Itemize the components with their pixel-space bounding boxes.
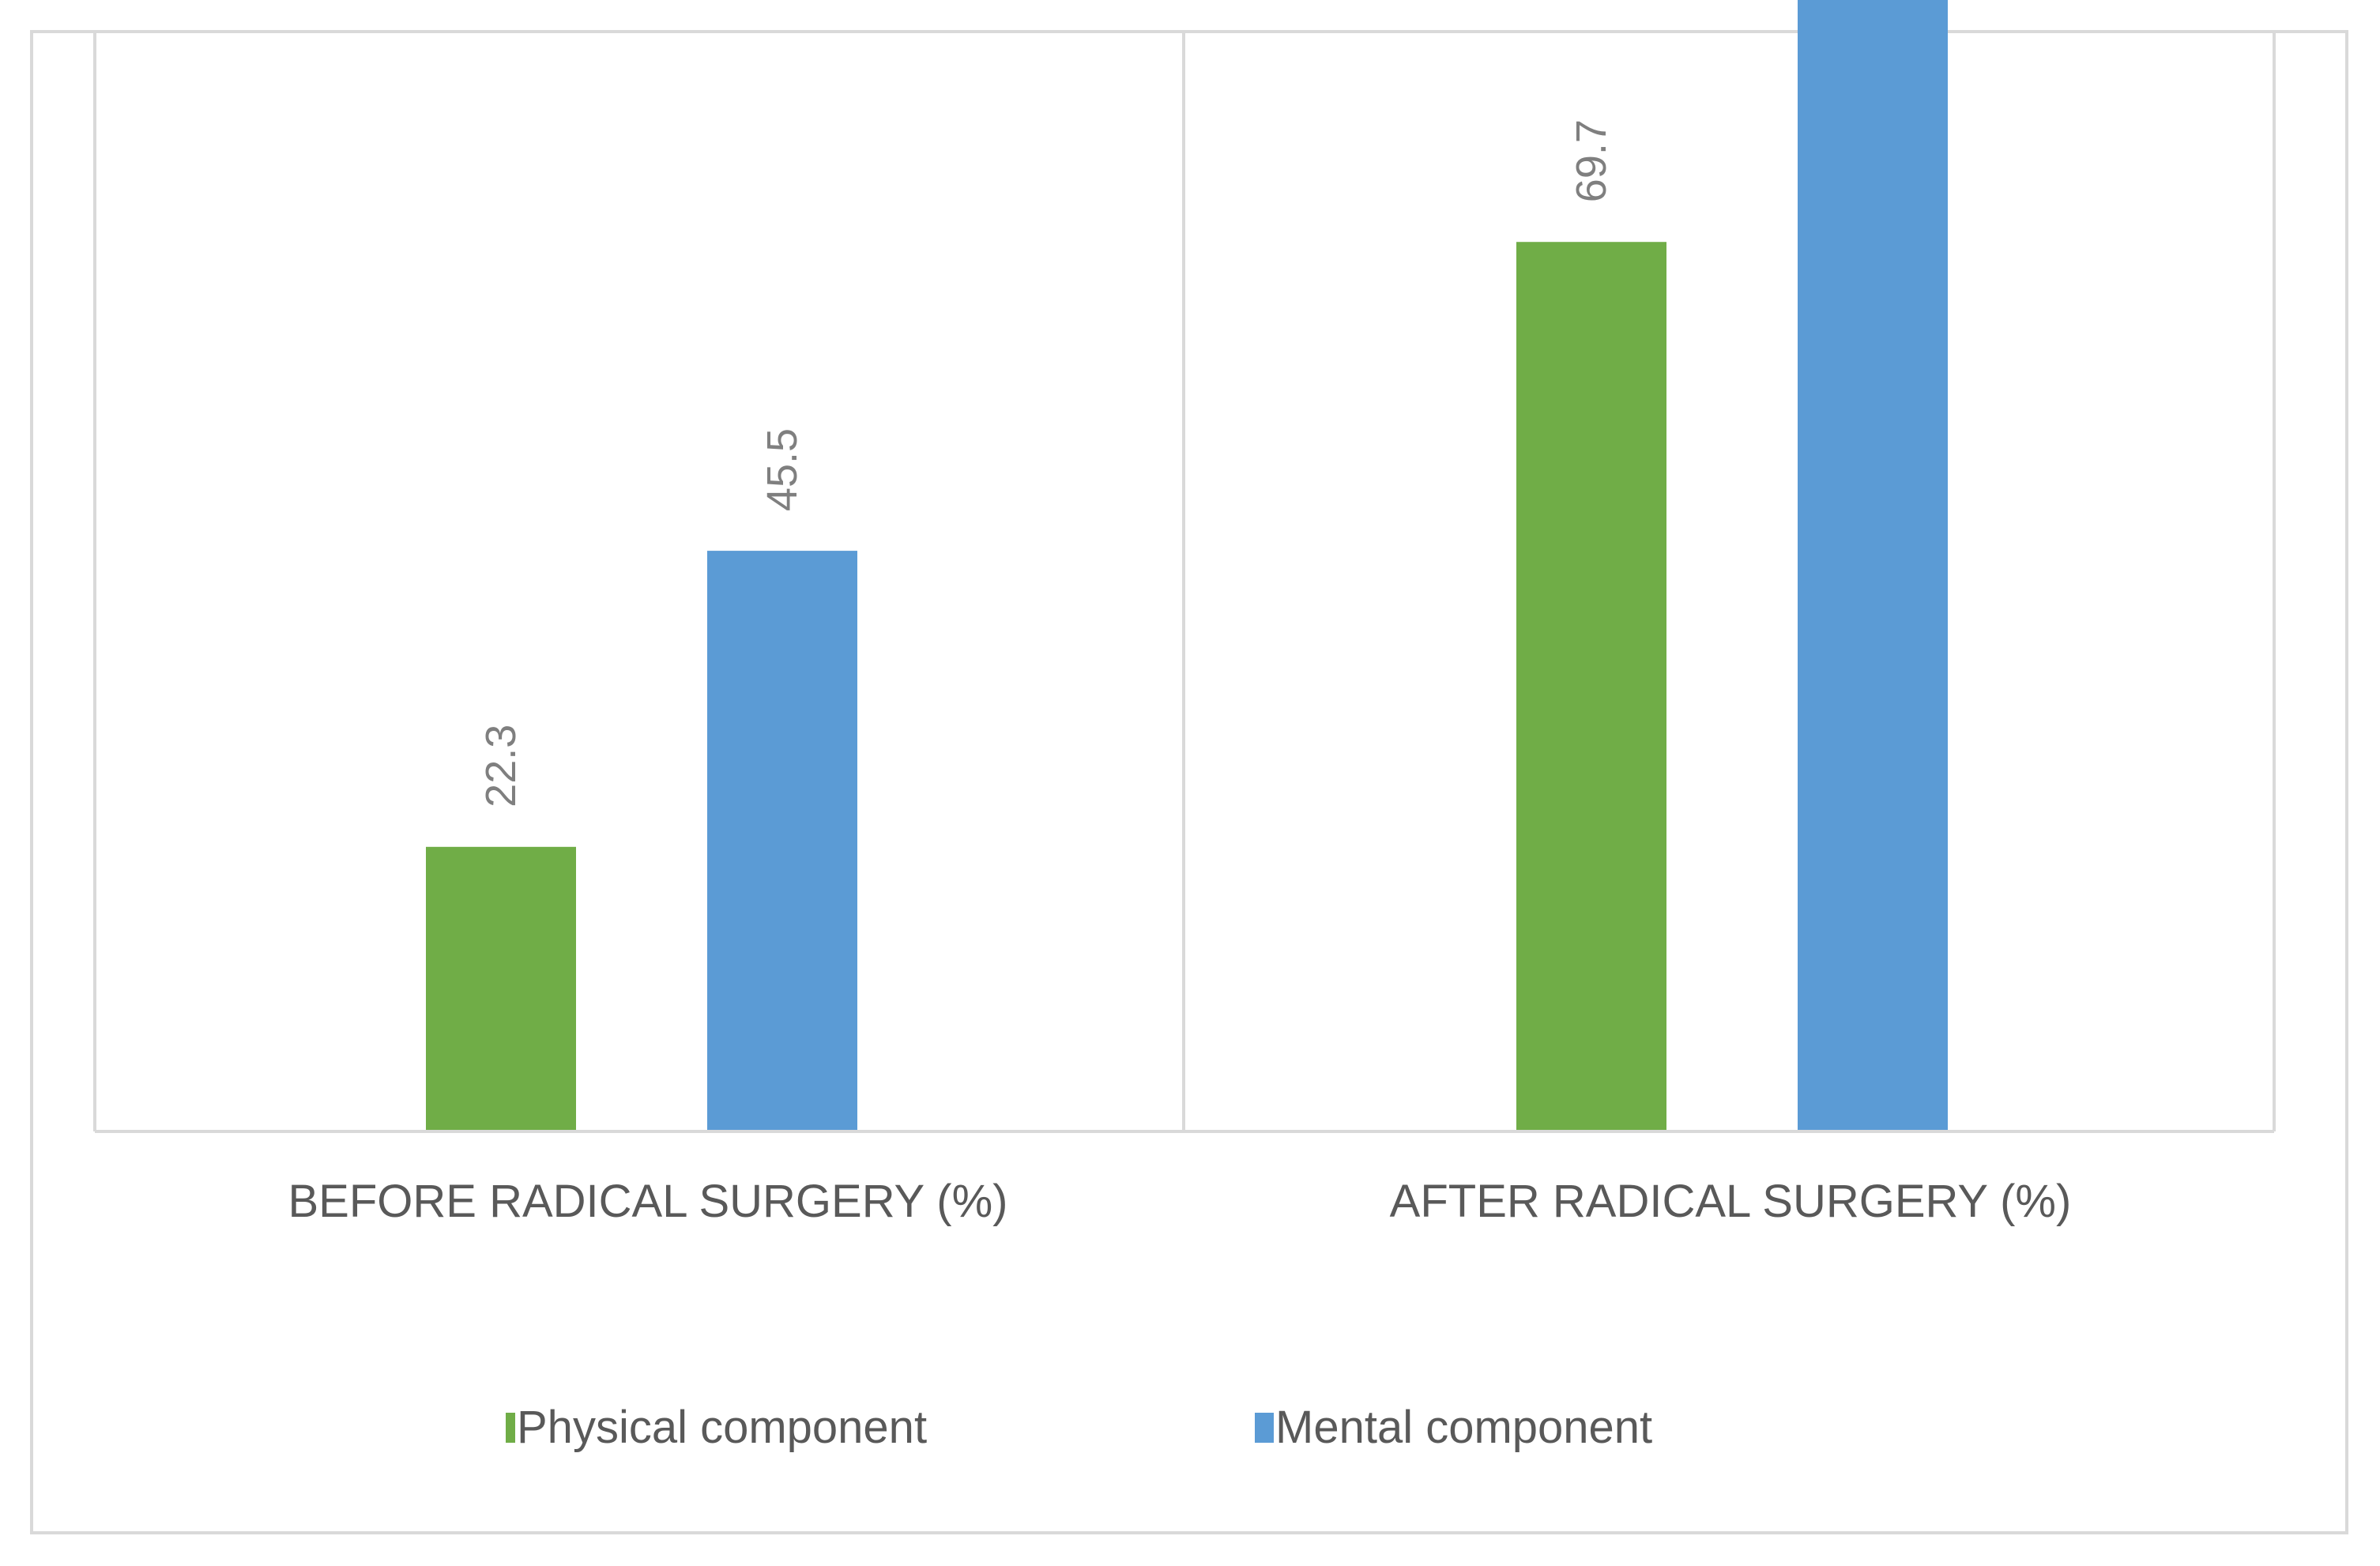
legend-swatch-mental xyxy=(1255,1413,1274,1443)
bars-group xyxy=(426,0,1948,1132)
plot-area xyxy=(93,33,2276,1131)
data-label-physical-before: 22.3 xyxy=(477,725,525,807)
bar-physical-before xyxy=(426,846,576,1131)
legend-label-mental: Mental component xyxy=(1275,1402,1652,1453)
bar-mental-before xyxy=(707,551,857,1131)
category-labels-group: BEFORE RADICAL SURGERY (%) AFTER RADICAL… xyxy=(288,1176,2071,1227)
bar-physical-after xyxy=(1516,242,1666,1132)
bar-mental-after xyxy=(1798,0,1948,1131)
data-label-physical-after: 69.7 xyxy=(1568,119,1615,202)
chart-frame xyxy=(30,30,2348,1534)
data-label-mental-before: 45.5 xyxy=(759,428,806,511)
category-label-before: BEFORE RADICAL SURGERY (%) xyxy=(288,1176,1007,1227)
legend: Physical component Mental component xyxy=(506,1402,1652,1453)
legend-label-physical: Physical component xyxy=(517,1402,927,1453)
data-labels-group: 22.369.745.598.1 xyxy=(477,119,1615,807)
category-label-after: AFTER RADICAL SURGERY (%) xyxy=(1390,1176,2072,1227)
legend-swatch-physical xyxy=(506,1413,515,1443)
